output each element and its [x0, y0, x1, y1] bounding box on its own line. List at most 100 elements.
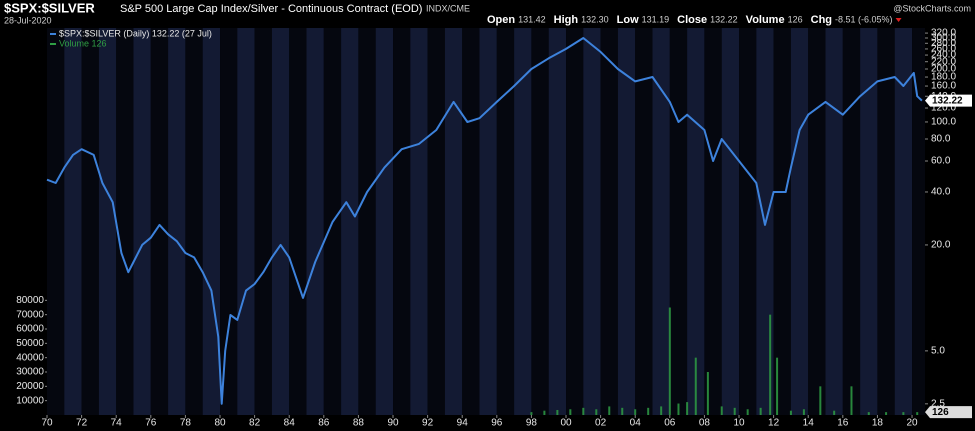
y-tick-label: 160.0 — [931, 81, 956, 92]
volume-bar — [543, 410, 546, 415]
year-band — [773, 28, 791, 415]
x-tick-label: 20 — [906, 418, 918, 429]
volume-bar — [833, 410, 836, 415]
y-tick-label: 240.0 — [931, 50, 956, 61]
x-tick-label: 06 — [664, 418, 676, 429]
x-tick-label: 76 — [145, 418, 157, 429]
x-tick-label: 90 — [387, 418, 399, 429]
year-band — [462, 28, 480, 415]
y-tick-label: 180.0 — [931, 72, 956, 83]
y2-tick-label: 60000 — [16, 324, 44, 335]
quote: Open 131.42 High 132.30 Low 131.19 Close 132.22… — [487, 14, 902, 26]
y2-tick-label: 70000 — [16, 309, 44, 320]
year-band — [271, 28, 290, 415]
last-value-box — [925, 406, 972, 419]
y2-tick-label: 30000 — [16, 367, 44, 378]
price-line — [46, 37, 923, 405]
year-band — [790, 28, 809, 415]
volume-bar — [706, 372, 709, 415]
volume-bar — [608, 406, 611, 415]
date: 28-Jul-2020 — [4, 15, 52, 25]
x-tick-label: 18 — [872, 418, 884, 429]
year-band — [168, 28, 186, 415]
volume-bar — [916, 412, 919, 415]
volume-bar — [769, 314, 772, 415]
quote-value: 126 — [788, 14, 803, 24]
year-band — [254, 28, 272, 415]
x-tick-label: 14 — [803, 418, 815, 429]
year-band — [894, 28, 913, 415]
volume-bar — [634, 409, 637, 415]
down-arrow — [895, 18, 902, 22]
year-band — [912, 28, 925, 415]
exchange: INDX/CME — [426, 3, 470, 13]
year-band — [393, 28, 411, 415]
y-tick-label: 5.0 — [931, 346, 945, 357]
x-tick-label: 00 — [560, 418, 572, 429]
y2-tick-label: 80000 — [16, 295, 44, 306]
year-band — [842, 28, 861, 415]
quote-value: 132.30 — [581, 14, 609, 24]
quote-value: 131.19 — [642, 14, 670, 24]
volume-bar — [789, 410, 792, 415]
year-band — [652, 28, 670, 415]
volume-bar — [759, 407, 762, 415]
year-band — [496, 28, 515, 415]
volume-bar — [686, 402, 689, 415]
year-band — [64, 28, 82, 415]
x-tick-label: 96 — [491, 418, 503, 429]
legend-label: Volume 126 — [59, 38, 107, 48]
volume-bar — [660, 406, 663, 415]
year-band — [514, 28, 532, 415]
year-band — [566, 28, 584, 415]
year-band — [289, 28, 307, 415]
y-tick-label: 60.0 — [931, 156, 951, 167]
year-band — [635, 28, 653, 415]
quote-label: Chg — [811, 14, 832, 26]
last-value-tag: 132.22 — [925, 94, 972, 107]
volume-bar — [582, 407, 585, 415]
year-band — [237, 28, 255, 415]
year-band — [617, 28, 636, 415]
volume-bar — [885, 412, 888, 415]
y-tick-label: 320.0 — [931, 28, 956, 39]
year-band — [721, 28, 740, 415]
y2-tick-label: 20000 — [16, 381, 44, 392]
y-tick-label: 200.0 — [931, 64, 956, 75]
volume-bar — [530, 412, 533, 415]
quote-label: Low — [617, 14, 639, 26]
year-band — [479, 28, 497, 415]
year-band — [202, 28, 221, 415]
quote-label: Close — [677, 14, 707, 26]
x-tick-label: 84 — [284, 418, 296, 429]
y2-tick-label: 10000 — [16, 395, 44, 406]
volume-bar — [720, 406, 723, 415]
year-band — [600, 28, 618, 415]
volume-bar — [746, 409, 749, 415]
quote-value: 131.42 — [518, 14, 546, 24]
y-tick-label: 260.0 — [931, 44, 956, 55]
volume-bar — [850, 386, 853, 415]
y-tick-label: 80.0 — [931, 134, 951, 145]
last-value-label: 132.22 — [932, 95, 963, 106]
year-band — [548, 28, 567, 415]
y-tick-label: 2.5 — [931, 398, 945, 409]
x-tick-label: 72 — [76, 418, 88, 429]
y2-tick-label: 40000 — [16, 352, 44, 363]
year-band — [133, 28, 151, 415]
x-tick-label: 78 — [180, 418, 192, 429]
x-tick-label: 86 — [318, 418, 330, 429]
volume-bar — [569, 409, 572, 415]
quote-label: High — [554, 14, 579, 26]
year-band — [739, 28, 757, 415]
chart-subtitle: S&P 500 Large Cap Index/Silver - Continu… — [120, 3, 422, 15]
year-band — [444, 28, 463, 415]
y-tick-label: 20.0 — [931, 240, 951, 251]
x-tick-label: 98 — [526, 418, 538, 429]
year-band — [358, 28, 376, 415]
year-band — [687, 28, 705, 415]
quote-label: Volume — [746, 14, 785, 26]
last-value-box — [925, 94, 972, 107]
last-value-tag: 126 — [925, 406, 972, 419]
